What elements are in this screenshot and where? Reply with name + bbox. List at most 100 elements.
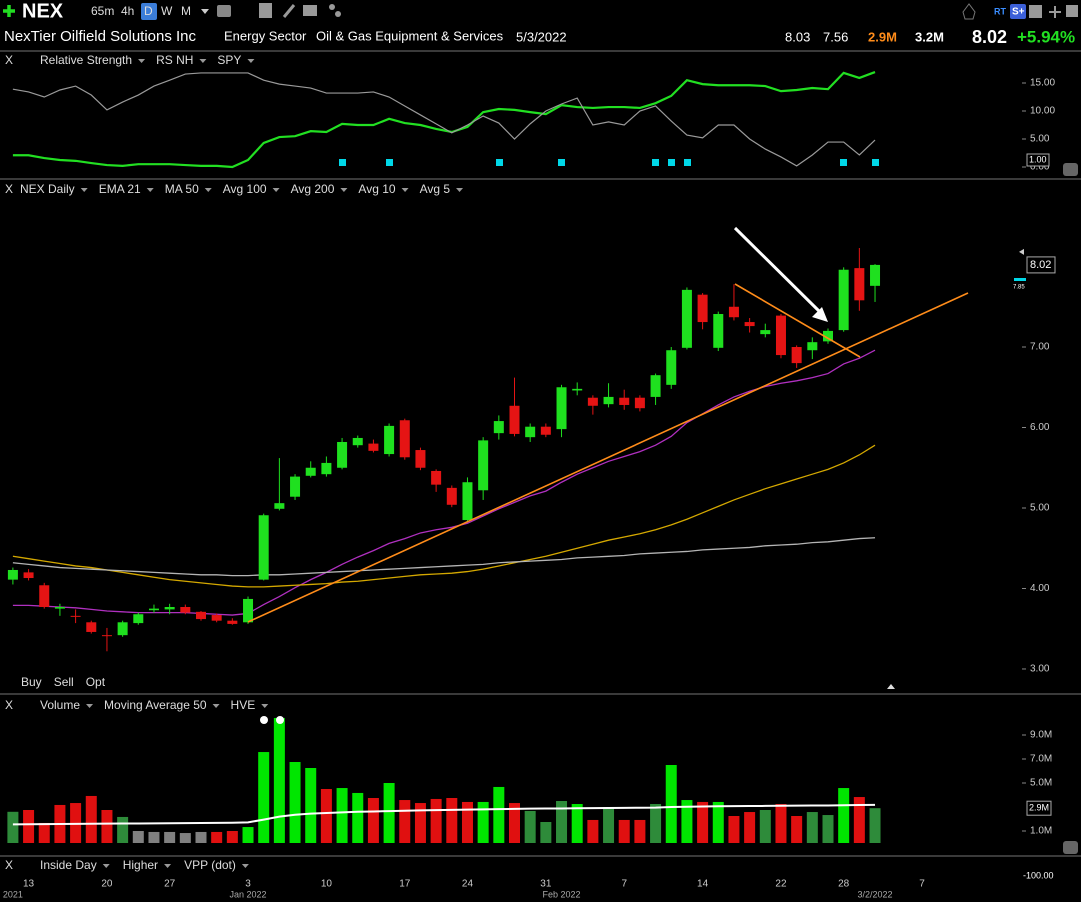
arrow[interactable] bbox=[733, 226, 824, 316]
sector: Energy Sector bbox=[224, 28, 307, 43]
dropdown-caret[interactable] bbox=[247, 59, 255, 63]
legend-label[interactable]: Volume bbox=[40, 698, 80, 712]
legend-label[interactable]: Avg 200 bbox=[291, 182, 335, 196]
legend-label[interactable]: SPY bbox=[217, 53, 241, 67]
dropdown-caret[interactable] bbox=[146, 188, 154, 192]
study-label[interactable]: Inside Day bbox=[40, 858, 97, 872]
star-icon[interactable] bbox=[962, 3, 976, 20]
legend-label[interactable]: NEX Daily bbox=[20, 182, 75, 196]
trend-line[interactable] bbox=[247, 292, 969, 623]
volume-bar bbox=[336, 788, 348, 843]
timeframe[interactable]: D bbox=[144, 4, 153, 18]
legend-label[interactable]: EMA 21 bbox=[99, 182, 141, 196]
timeframe[interactable]: 4h bbox=[121, 4, 134, 18]
x-tick-label: 14 bbox=[697, 879, 709, 890]
dropdown-caret[interactable] bbox=[164, 864, 172, 868]
volume-bar bbox=[493, 786, 505, 843]
badge[interactable]: RT bbox=[994, 6, 1006, 16]
rs-nh-marker bbox=[684, 159, 691, 166]
legend-label[interactable]: Avg 100 bbox=[223, 182, 267, 196]
dropdown-caret[interactable] bbox=[272, 188, 280, 192]
tool-icon[interactable] bbox=[1066, 5, 1078, 17]
timeframe[interactable]: W bbox=[161, 4, 173, 18]
volume-bar bbox=[289, 762, 301, 843]
legend-label[interactable]: MA 50 bbox=[165, 182, 199, 196]
move-icon[interactable] bbox=[1049, 6, 1061, 18]
legend-label[interactable]: HVE bbox=[231, 698, 256, 712]
volume-bar bbox=[556, 801, 568, 843]
price-pointer bbox=[1019, 248, 1024, 255]
dropdown-caret[interactable] bbox=[80, 188, 88, 192]
series-line bbox=[12, 444, 876, 588]
volume-bar bbox=[650, 804, 662, 843]
panel-close[interactable]: X bbox=[5, 858, 13, 872]
legend-label[interactable]: Moving Average 50 bbox=[104, 698, 207, 712]
rs-nh-marker bbox=[558, 159, 565, 166]
dropdown-caret[interactable] bbox=[401, 188, 409, 192]
candle-body bbox=[478, 440, 489, 491]
tool-icon[interactable] bbox=[1029, 5, 1042, 18]
legend-label[interactable]: Avg 10 bbox=[358, 182, 395, 196]
date: 5/3/2022 bbox=[516, 29, 567, 44]
y-tick-label: 5.00 bbox=[1030, 134, 1050, 145]
rs-nh-marker bbox=[872, 159, 879, 166]
legend-label[interactable]: Avg 5 bbox=[420, 182, 451, 196]
badge[interactable]: S+ bbox=[1012, 7, 1025, 18]
volume-bar bbox=[148, 831, 160, 843]
symbol[interactable]: NEX bbox=[22, 0, 64, 22]
dropdown-caret[interactable] bbox=[102, 864, 110, 868]
tool-icon[interactable] bbox=[303, 5, 317, 16]
trend-line[interactable] bbox=[734, 283, 861, 358]
draw-icon[interactable] bbox=[282, 4, 296, 18]
period-label: Jan 2022 bbox=[229, 889, 266, 899]
dropdown-caret[interactable] bbox=[261, 704, 269, 708]
legend-label[interactable]: RS NH bbox=[156, 53, 193, 67]
collapse-caret[interactable] bbox=[887, 684, 895, 689]
candle-body bbox=[619, 397, 630, 405]
trade-button[interactable]: Buy bbox=[21, 675, 42, 689]
scroll-button[interactable] bbox=[1063, 841, 1078, 854]
y-tick-label: 0.00 bbox=[1030, 162, 1050, 173]
tool-icon[interactable] bbox=[335, 11, 341, 17]
dropdown-caret[interactable] bbox=[201, 9, 209, 14]
dropdown-caret[interactable] bbox=[241, 864, 249, 868]
panel-close[interactable]: X bbox=[5, 53, 13, 67]
add-icon[interactable] bbox=[3, 5, 15, 17]
timeframe[interactable]: 65m bbox=[91, 4, 114, 18]
x-tick-label: 7 bbox=[621, 879, 627, 890]
candle-body bbox=[7, 569, 18, 580]
study-label[interactable]: VPP (dot) bbox=[184, 858, 236, 872]
x-tick-label: 22 bbox=[775, 879, 787, 890]
candle-body bbox=[838, 269, 849, 331]
dropdown-caret[interactable] bbox=[212, 704, 220, 708]
candle-body bbox=[368, 443, 379, 451]
dropdown-caret[interactable] bbox=[86, 704, 94, 708]
x-tick-label: 20 bbox=[101, 879, 113, 890]
scroll-button[interactable] bbox=[1063, 163, 1078, 176]
study-label[interactable]: Higher bbox=[123, 858, 158, 872]
trade-button[interactable]: Opt bbox=[86, 675, 106, 689]
dropdown-caret[interactable] bbox=[340, 188, 348, 192]
candle-body bbox=[666, 350, 677, 385]
dropdown-caret[interactable] bbox=[199, 59, 207, 63]
tool-icon[interactable] bbox=[329, 4, 335, 10]
volume-bar bbox=[383, 783, 395, 843]
dropdown-caret[interactable] bbox=[456, 188, 464, 192]
price-marker: 7.85 bbox=[1013, 285, 1025, 291]
volume-bar bbox=[665, 765, 677, 843]
trade-button[interactable]: Sell bbox=[54, 675, 74, 689]
y-tick-label: 7.0M bbox=[1030, 754, 1052, 765]
volume-bar bbox=[367, 798, 379, 843]
panel-close[interactable]: X bbox=[5, 182, 13, 196]
tool-icon[interactable] bbox=[217, 5, 231, 17]
candle-body bbox=[807, 342, 818, 351]
dropdown-caret[interactable] bbox=[204, 188, 212, 192]
tool-icon[interactable] bbox=[259, 3, 272, 18]
volume-bar bbox=[540, 822, 552, 843]
volume-bar bbox=[164, 831, 176, 843]
legend-label[interactable]: Relative Strength bbox=[40, 53, 132, 67]
panel-close[interactable]: X bbox=[5, 698, 13, 712]
timeframe[interactable]: M bbox=[181, 4, 191, 18]
candle-body bbox=[603, 396, 614, 405]
dropdown-caret[interactable] bbox=[138, 59, 146, 63]
